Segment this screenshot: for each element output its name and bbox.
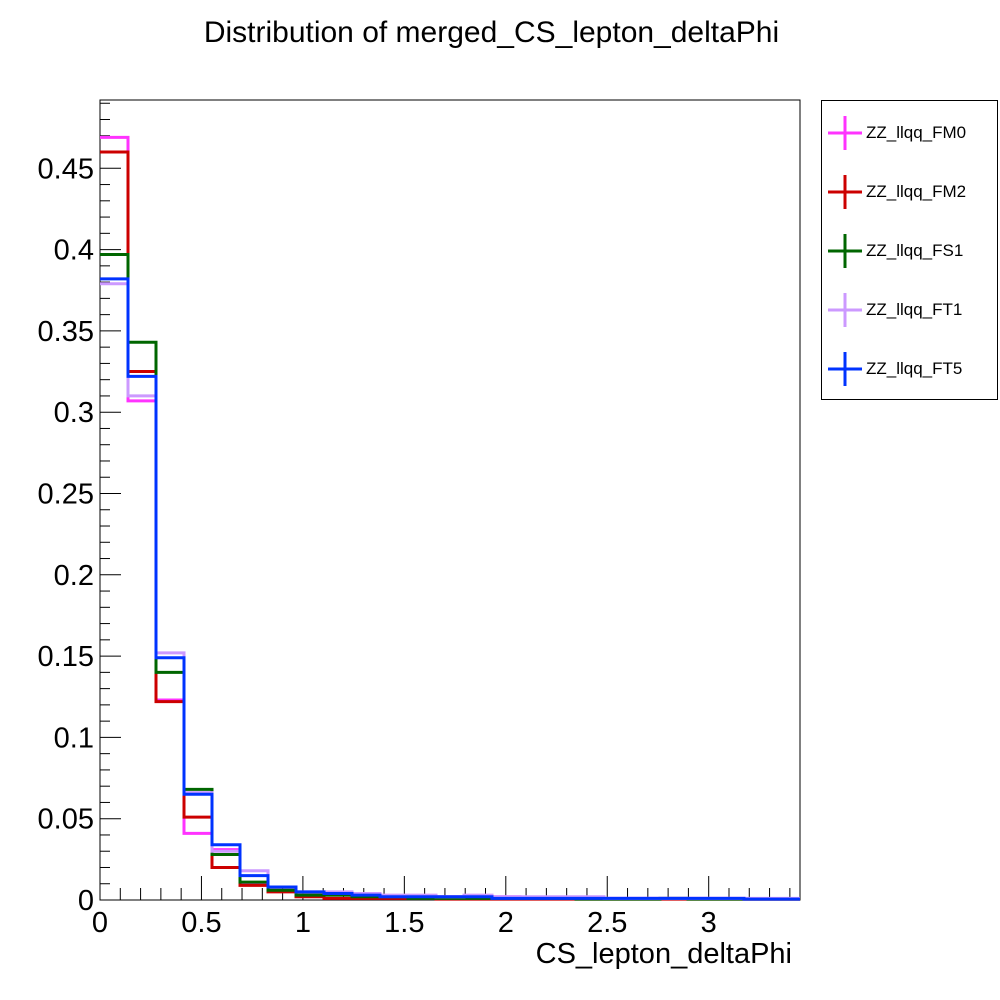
series-line-1: [100, 150, 800, 901]
series-line-0: [100, 135, 800, 901]
legend: ZZ_llqq_FM0 ZZ_llqq_FM2 ZZ_llqq_FS1 ZZ_l…: [821, 100, 998, 400]
x-tick-label: 3: [701, 907, 717, 939]
series-lines: [100, 135, 800, 901]
legend-marker-ft1: [828, 293, 862, 327]
y-tick-label: 0.45: [38, 153, 94, 185]
x-axis-label: CS_lepton_deltaPhi: [535, 938, 792, 970]
y-tick-label: 0.2: [54, 560, 94, 592]
x-tick-label: 2.5: [587, 907, 627, 939]
series-line-2: [100, 252, 800, 901]
x-tick-label: 0: [92, 907, 108, 939]
legend-entry-ft1: ZZ_llqq_FT1: [822, 290, 999, 330]
x-tick-label: 1.5: [384, 907, 424, 939]
legend-label-fm2: ZZ_llqq_FM2: [866, 182, 967, 201]
legend-entry-fm2: ZZ_llqq_FM2: [822, 172, 999, 212]
legend-marker-ft5: [828, 352, 862, 386]
plot-frame: [99, 99, 801, 901]
legend-marker-fs1: [828, 234, 862, 268]
y-tick-label: 0.25: [38, 478, 94, 510]
y-tick-label: 0.1: [54, 722, 94, 754]
legend-entry-ft5: ZZ_llqq_FT5: [822, 349, 999, 389]
y-tick-label: 0.15: [38, 641, 94, 673]
y-tick-label: 0.4: [54, 235, 94, 267]
legend-label-fs1: ZZ_llqq_FS1: [866, 241, 964, 260]
y-tick-label: 0.05: [38, 804, 94, 836]
y-tick-label: 0.35: [38, 316, 94, 348]
legend-marker-fm2: [828, 175, 862, 209]
legend-label-fm0: ZZ_llqq_FM0: [866, 123, 967, 142]
x-tick-label: 1: [295, 907, 311, 939]
axes: 0 0.05 0.1 0.15 0.2 0.25 0.3 0.35 0.4 0.45 0 0.5 1 1.…: [38, 99, 801, 939]
series-line-4: [100, 277, 800, 901]
legend-label-ft5: ZZ_llqq_FT5: [866, 359, 963, 378]
legend-marker-fm0: [828, 116, 862, 150]
x-tick-label: 0.5: [181, 907, 221, 939]
series-line-3: [100, 282, 800, 900]
legend-entry-fs1: ZZ_llqq_FS1: [822, 231, 999, 271]
y-tick-label: 0: [78, 885, 94, 917]
x-tick-label: 2: [498, 907, 514, 939]
legend-label-ft1: ZZ_llqq_FT1: [866, 300, 963, 319]
y-tick-label: 0.3: [54, 397, 94, 429]
chart-title: Distribution of merged_CS_lepton_deltaPh…: [203, 16, 780, 49]
legend-entry-fm0: ZZ_llqq_FM0: [822, 113, 999, 153]
